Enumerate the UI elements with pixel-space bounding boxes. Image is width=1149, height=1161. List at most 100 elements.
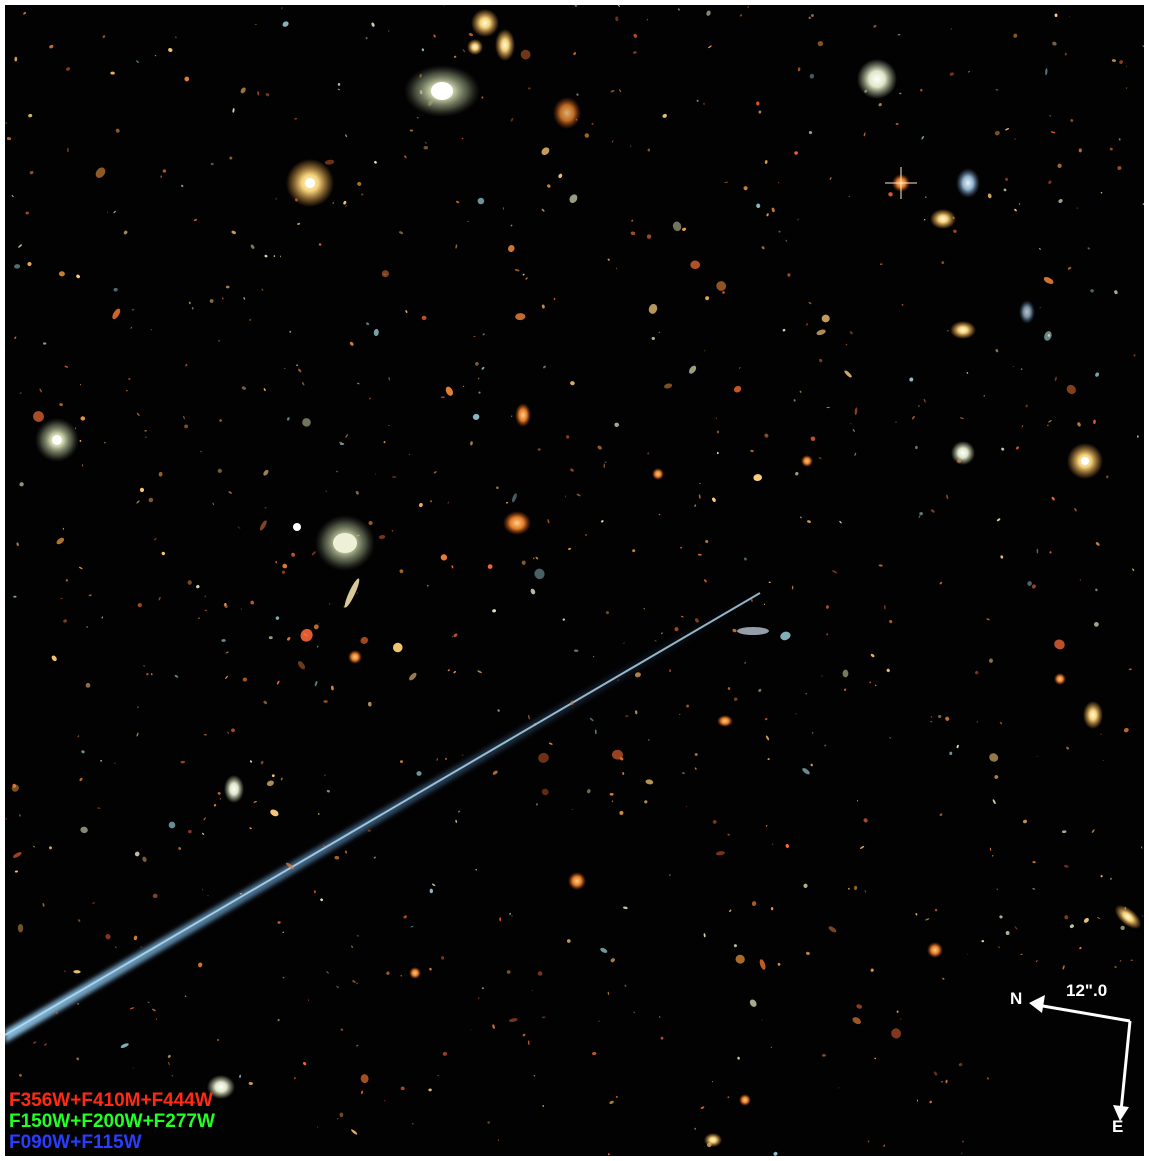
faint-galaxy — [349, 341, 354, 346]
faint-galaxy — [152, 1008, 156, 1012]
faint-galaxy — [541, 1016, 546, 1019]
faint-galaxy — [324, 774, 326, 777]
faint-galaxy — [946, 494, 949, 500]
faint-galaxy — [161, 551, 165, 556]
faint-galaxy — [703, 102, 705, 106]
faint-galaxy — [1031, 584, 1036, 589]
faint-galaxy — [889, 737, 892, 739]
faint-galaxy — [856, 800, 859, 802]
faint-galaxy — [901, 303, 904, 306]
faint-galaxy — [275, 616, 280, 620]
faint-galaxy — [426, 584, 429, 587]
faint-galaxy — [231, 728, 235, 733]
faint-galaxy — [1054, 639, 1065, 650]
faint-galaxy — [1050, 131, 1056, 134]
faint-galaxy — [25, 211, 29, 215]
faint-galaxy — [477, 670, 482, 674]
faint-galaxy — [761, 1019, 763, 1021]
faint-galaxy — [297, 661, 306, 670]
faint-galaxy — [949, 751, 953, 755]
faint-galaxy — [794, 713, 797, 715]
faint-galaxy — [130, 326, 132, 329]
faint-galaxy — [570, 468, 574, 472]
faint-galaxy — [780, 631, 791, 641]
faint-galaxy — [428, 1088, 432, 1092]
faint-galaxy — [1020, 953, 1023, 955]
faint-galaxy — [976, 721, 978, 723]
faint-galaxy — [897, 34, 901, 36]
faint-galaxy — [193, 218, 198, 222]
faint-galaxy — [808, 131, 813, 135]
faint-galaxy — [829, 177, 832, 180]
faint-galaxy — [482, 333, 485, 336]
faint-galaxy — [1095, 542, 1100, 546]
faint-galaxy — [285, 862, 295, 869]
faint-galaxy — [682, 227, 687, 231]
faint-galaxies — [5, 5, 1144, 1156]
faint-galaxy — [313, 624, 319, 630]
compass: N 12".0 E — [1000, 975, 1140, 1145]
faint-galaxy — [647, 452, 650, 455]
faint-galaxy — [388, 30, 390, 32]
faint-galaxy — [603, 463, 606, 469]
faint-galaxy — [152, 893, 158, 899]
faint-galaxy — [13, 595, 17, 598]
faint-galaxy — [999, 915, 1003, 919]
faint-galaxy — [453, 55, 457, 58]
faint-galaxy — [180, 184, 184, 188]
faint-galaxy — [445, 757, 447, 760]
faint-galaxy — [207, 894, 209, 897]
faint-galaxy — [279, 255, 282, 258]
faint-galaxy — [196, 584, 200, 589]
faint-galaxy — [938, 714, 942, 719]
faint-galaxy — [1091, 829, 1095, 833]
faint-galaxy — [1046, 424, 1049, 427]
faint-galaxy — [533, 1075, 536, 1077]
faint-galaxy — [97, 807, 101, 809]
faint-galaxy — [345, 205, 347, 208]
faint-galaxy — [1048, 180, 1052, 184]
faint-galaxy — [492, 770, 498, 775]
faint-galaxy — [828, 926, 837, 933]
faint-galaxy — [785, 239, 788, 242]
faint-galaxy — [727, 833, 730, 836]
faint-galaxy — [624, 984, 627, 987]
faint-galaxy — [733, 944, 737, 948]
faint-galaxy — [819, 358, 823, 363]
faint-galaxy — [987, 193, 992, 199]
faint-galaxy — [842, 669, 849, 678]
faint-galaxy — [76, 1057, 80, 1061]
faint-galaxy — [421, 315, 427, 321]
faint-galaxy — [686, 704, 690, 708]
faint-galaxy — [455, 819, 458, 823]
faint-galaxy — [266, 780, 274, 787]
faint-galaxy — [113, 210, 116, 214]
faint-galaxy — [492, 1024, 495, 1029]
faint-galaxy — [29, 170, 34, 175]
faint-galaxy — [698, 494, 701, 499]
faint-galaxy — [511, 915, 513, 917]
faint-galaxy — [451, 565, 454, 569]
faint-galaxy — [49, 846, 52, 850]
faint-galaxy — [136, 60, 139, 63]
faint-galaxy — [337, 88, 341, 91]
faint-galaxy — [475, 868, 478, 871]
faint-galaxy — [996, 518, 1001, 522]
faint-galaxy — [134, 851, 140, 857]
faint-galaxy — [1066, 746, 1069, 750]
faint-galaxy — [477, 377, 480, 380]
faint-galaxy — [966, 953, 968, 955]
faint-galaxy — [326, 971, 329, 974]
faint-galaxy — [1064, 52, 1067, 56]
faint-galaxy — [326, 789, 330, 793]
faint-galaxy — [478, 391, 481, 394]
faint-galaxy — [611, 800, 614, 802]
faint-galaxy — [527, 714, 530, 720]
faint-galaxy — [392, 476, 397, 478]
faint-galaxy — [110, 71, 115, 75]
faint-galaxy — [574, 5, 578, 7]
faint-galaxy — [80, 826, 88, 834]
faint-galaxy — [654, 640, 657, 642]
faint-galaxy — [864, 890, 867, 893]
faint-galaxy — [350, 945, 354, 948]
